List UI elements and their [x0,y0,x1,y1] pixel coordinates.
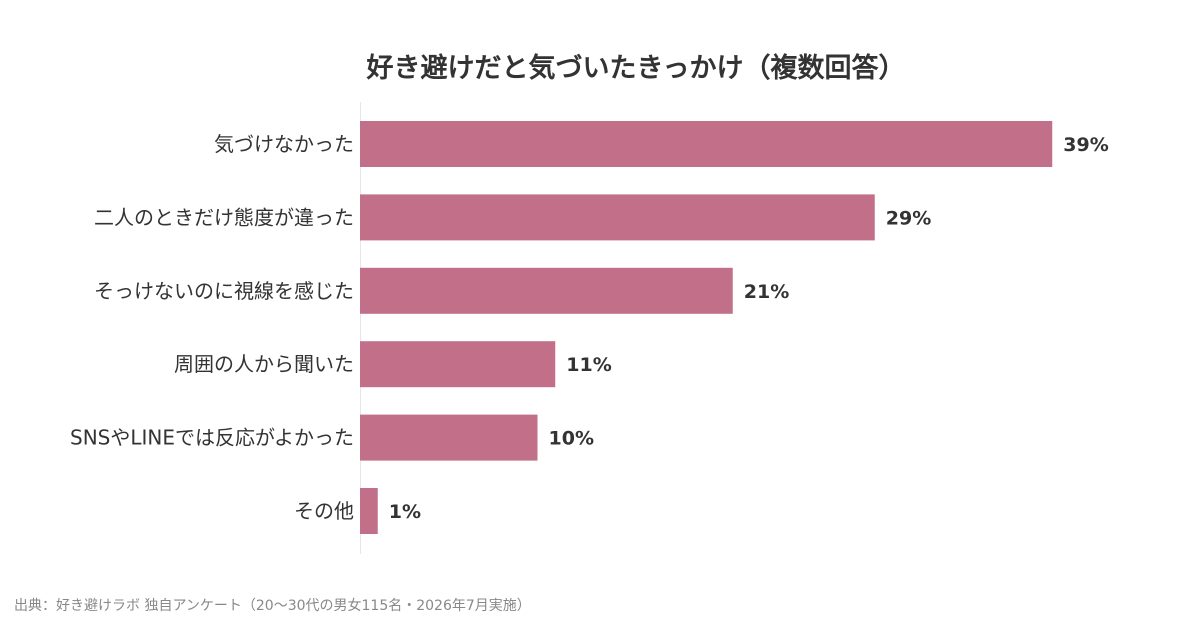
category-label-1: 気づけなかった [214,132,354,156]
category-label-6: その他 [294,499,354,523]
chart-title: 好き避けだと気づいたきっかけ（複数回答） [366,52,906,84]
bar-2 [360,194,875,241]
bar-3 [360,267,733,314]
bar-4 [360,341,556,388]
bars-group: 気づけなかった 39% 二人のときだけ態度が違った 29% そっけないのに視線を感じた 2… [70,121,1109,534]
value-label-3: 21% [744,281,789,303]
category-label-2: 二人のときだけ態度が違った [94,205,354,229]
value-label-5: 10% [549,428,594,450]
bar-6 [360,488,378,534]
source-note: 出典：好き避けラボ 独自アンケート（20〜30代の男女115名・2026年7月実… [14,597,531,614]
category-label-4: 周囲の人から聞いた [174,352,354,376]
bar-1 [360,121,1053,167]
value-label-2: 29% [886,207,931,229]
value-label-6: 1% [389,501,421,523]
category-label-3: そっけないのに視線を感じた [94,279,354,303]
value-label-1: 39% [1063,134,1108,156]
bar-5 [360,414,538,461]
value-label-4: 11% [566,354,611,376]
category-label-5: SNSやLINEでは反応がよかった [70,426,354,450]
